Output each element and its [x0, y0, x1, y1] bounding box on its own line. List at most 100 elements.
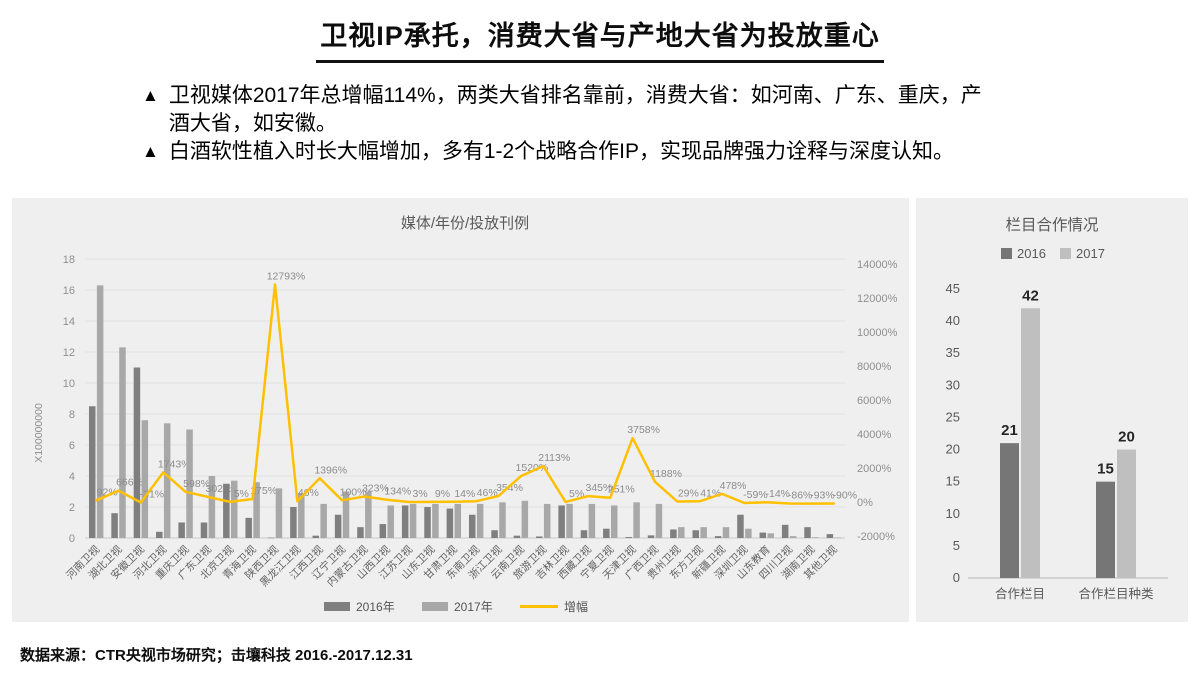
- bar-2017: [633, 502, 640, 538]
- left-axis-tick: 6: [69, 440, 75, 452]
- left-axis-tick: 10: [63, 378, 75, 390]
- growth-data-label: 2113%: [538, 452, 570, 464]
- y-axis-tick: 0: [953, 570, 960, 585]
- bar-2016: [670, 529, 677, 538]
- bar-2016: [714, 536, 722, 538]
- growth-data-label: 345%: [586, 482, 613, 494]
- bar-2017: [566, 503, 573, 538]
- y-axis-tick: 10: [946, 506, 960, 521]
- triangle-bullet-icon: ▲: [142, 86, 159, 105]
- y-axis-tick: 35: [946, 345, 960, 360]
- bar-2016: [357, 527, 364, 538]
- growth-data-label: 478%: [720, 480, 747, 492]
- growth-data-label: 29%: [678, 488, 699, 500]
- media-year-placement-chart: 媒体/年份/投放刊例 0 2 4 6 8 10 12 14 16 18 X100000000 -2000…: [33, 215, 898, 614]
- bar-2016: [88, 406, 96, 538]
- bar-2017: [275, 488, 283, 538]
- bar-2017: [298, 493, 305, 538]
- bar-2017: [655, 503, 663, 538]
- growth-data-label: -86%: [788, 489, 813, 501]
- bullet-1-line-2: 酒大省，如安徽。: [168, 112, 337, 135]
- bar-2017: [588, 503, 596, 538]
- value-label-2016: 15: [1097, 461, 1114, 478]
- value-label-2017: 42: [1022, 287, 1039, 304]
- legend-label-2016: 2016: [1017, 246, 1046, 261]
- growth-data-label: 1188%: [650, 468, 682, 480]
- bar-2016: [513, 535, 521, 538]
- bullet-2-line-1: 白酒软性植入时长大幅增加，多有1-2个战略合作IP，实现品牌强力诠释与深度认知。: [168, 140, 955, 163]
- legend-label-2017: 2017: [1076, 246, 1105, 261]
- growth-data-label: -59%: [743, 489, 768, 501]
- bar-2016: [334, 514, 342, 538]
- left-axis-tick: 16: [63, 285, 75, 297]
- growth-data-label: 14%: [454, 488, 475, 500]
- growth-data-label: 1396%: [314, 464, 347, 476]
- bar-2016: [401, 505, 409, 538]
- growth-line: [94, 283, 836, 505]
- growth-data-label: 175%: [250, 485, 277, 497]
- bar-2016: [826, 534, 834, 538]
- legend-label-2016: 2016年: [356, 600, 395, 614]
- bar-2017: [521, 500, 529, 538]
- bullet-item-2: ▲ 白酒软性植入时长大幅增加，多有1-2个战略合作IP，实现品牌强力诠释与深度认…: [142, 138, 1092, 166]
- growth-data-label: 323%: [362, 483, 389, 495]
- x-axis-category-label: 合作栏目种类: [1078, 586, 1154, 601]
- growth-data-label: 354%: [496, 482, 523, 494]
- legend-label-growth: 增幅: [564, 599, 588, 614]
- right-axis-tick: 0%: [857, 497, 873, 509]
- bar-2016: [759, 532, 767, 538]
- bar-2017: [230, 480, 238, 538]
- bar-2016: [1096, 481, 1115, 578]
- y-axis-tick: 5: [953, 538, 960, 553]
- bar-2017: [409, 503, 417, 538]
- left-axis-tick: 2: [69, 502, 75, 514]
- data-source-note: 数据来源：CTR央视市场研究；击壤科技 2016.-2017.12.31: [20, 647, 413, 664]
- bar-2017: [610, 505, 618, 538]
- bar-2017: [543, 503, 551, 538]
- legend-swatch-2017: [1060, 248, 1071, 259]
- bar-2017: [387, 505, 394, 538]
- media-chart-panel: 媒体/年份/投放刊例 0 2 4 6 8 10 12 14 16 18 X100000000 -2000…: [12, 198, 909, 622]
- left-axis-tick: 0: [69, 533, 75, 545]
- bar-2016: [178, 522, 185, 538]
- bar-2017: [253, 482, 260, 538]
- bar-2016: [737, 514, 744, 538]
- legend-swatch-2016: [324, 602, 350, 611]
- bar-2016: [312, 535, 320, 538]
- bar-2017: [834, 537, 842, 539]
- right-axis-tick: 6000%: [857, 395, 891, 407]
- page-title: 卫视IP承托，消费大省与产地大省为投放重心: [316, 14, 884, 63]
- left-axis-tick: 8: [69, 409, 75, 421]
- left-axis-tick: 18: [63, 254, 75, 266]
- y-axis-tick: 40: [946, 313, 960, 328]
- right-axis-tick: 2000%: [857, 463, 891, 475]
- growth-data-label: 134%: [384, 486, 411, 498]
- bar-2016: [200, 522, 208, 538]
- bar-2017: [186, 429, 193, 538]
- value-label-2016: 21: [1001, 422, 1018, 439]
- bar-2017: [722, 527, 730, 538]
- bar-2017: [767, 533, 774, 538]
- bar-2017: [365, 491, 372, 538]
- bar-2017: [789, 536, 797, 538]
- bar-2017: [208, 476, 216, 538]
- bar-2017: [700, 527, 707, 538]
- bar-2016: [625, 537, 632, 538]
- bar-2017: [119, 347, 126, 538]
- bullet-item-1: ▲ 卫视媒体2017年总增幅114%，两类大省排名靠前，消费大省：如河南、广东、…: [142, 82, 1092, 138]
- bar-2016: [491, 530, 498, 538]
- growth-data-label: 1743%: [158, 458, 191, 470]
- bar-2016: [133, 367, 141, 538]
- slide-title-wrap: 卫视IP承托，消费大省与产地大省为投放重心: [0, 14, 1200, 63]
- bar-2017: [432, 503, 439, 538]
- y-axis-tick: 45: [946, 281, 960, 296]
- bar-2016: [156, 531, 163, 538]
- bar-2017: [454, 503, 462, 538]
- bar-2016: [468, 514, 476, 538]
- bullet-text-2: 白酒软性植入时长大幅增加，多有1-2个战略合作IP，实现品牌强力诠释与深度认知。: [169, 138, 954, 166]
- bar-2017: [812, 537, 819, 538]
- bar-2017: [745, 528, 752, 538]
- bar-2017: [1117, 449, 1136, 578]
- right-axis-tick: -2000%: [857, 531, 895, 543]
- right-axis-tick: 10000%: [857, 327, 898, 339]
